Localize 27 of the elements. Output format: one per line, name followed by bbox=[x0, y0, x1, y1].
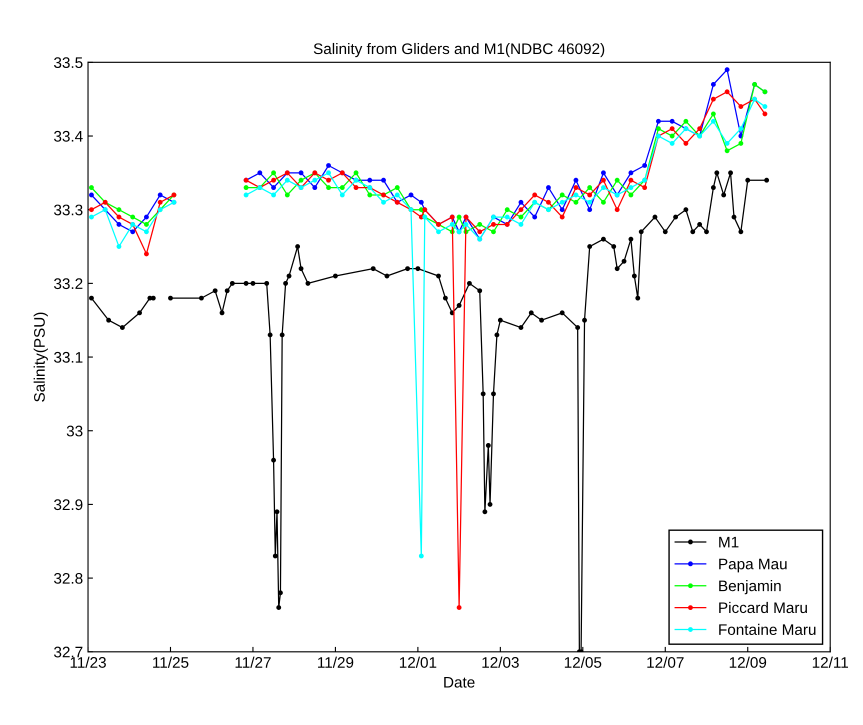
x-tick-label: 12/07 bbox=[647, 656, 684, 668]
legend-label: M1 bbox=[719, 536, 738, 548]
x-tick-label: 12/09 bbox=[730, 656, 766, 668]
legend-label: Fontaine Maru bbox=[719, 624, 816, 636]
y-axis-title: Salinity(PSU) bbox=[34, 312, 48, 402]
x-tick-label: 11/25 bbox=[153, 656, 188, 668]
x-tick-label: 11/23 bbox=[70, 656, 106, 668]
y-tick-label: 32.9 bbox=[54, 499, 82, 510]
y-tick-label: 33.5 bbox=[54, 57, 83, 68]
y-tick-label: 33 bbox=[66, 426, 82, 436]
y-tick-label: 32.8 bbox=[54, 572, 83, 584]
y-tick-label: 33.3 bbox=[54, 204, 82, 216]
y-tick-label: 33.2 bbox=[54, 278, 82, 290]
x-tick-label: 11/29 bbox=[318, 656, 354, 668]
legend-label: Benjamin bbox=[719, 580, 781, 594]
chart-title: Salinity from Gliders and M1(NDBC 46092) bbox=[314, 42, 604, 58]
legend-label: Papa Mau bbox=[719, 558, 787, 572]
x-tick-label: 11/27 bbox=[236, 656, 271, 668]
legend-label: Piccard Maru bbox=[719, 602, 807, 614]
y-tick-label: 32.7 bbox=[54, 646, 82, 658]
x-tick-label: 12/05 bbox=[564, 656, 602, 668]
y-tick-label: 33.4 bbox=[54, 130, 83, 142]
x-tick-label: 12/03 bbox=[482, 656, 519, 668]
x-tick-label: 12/01 bbox=[400, 656, 436, 668]
x-axis-title: Date bbox=[444, 676, 475, 688]
x-tick-label: 12/11 bbox=[812, 656, 848, 668]
y-tick-label: 33.1 bbox=[54, 352, 82, 363]
